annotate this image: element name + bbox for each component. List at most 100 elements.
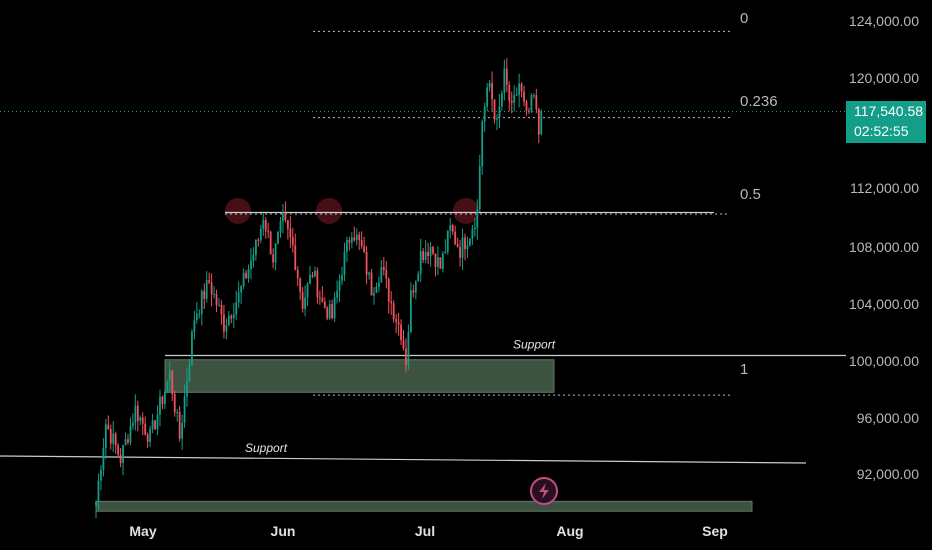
candle-body [122,445,124,464]
candle-body [181,422,183,439]
support-label: Support [245,441,288,455]
candle-body [520,83,523,92]
candle-body [390,301,393,304]
candle-body [510,101,513,103]
candle-body [419,251,422,275]
candle-body [397,321,400,325]
candle-body [299,278,302,292]
candle-body [230,315,233,319]
candle-body [156,414,159,430]
candle-body [200,291,203,314]
candle-body [109,429,112,444]
x-axis-tick-label: Aug [556,523,583,539]
y-axis-tick-label: 120,000.00 [849,70,919,86]
candle-body [437,257,439,267]
candle-body [301,291,304,309]
candle-body [513,94,516,103]
fib-level-label: 0.5 [740,186,761,203]
candle-body [341,275,343,281]
candle-body [318,297,321,299]
candle-body [213,294,215,296]
candle-body [496,118,498,120]
last-price-tag: 117,540.58 02:52:55 [846,101,926,143]
candle-body [173,394,176,413]
candle-body [355,234,358,241]
candle-body [446,230,449,252]
candle-body [424,251,427,261]
candle-body [537,109,540,135]
candle-body [279,220,282,233]
candle-body [264,220,267,232]
candle-body [501,93,503,107]
candle-body [139,417,142,421]
resistance-touch-marker [453,197,479,224]
lightning-icon[interactable] [530,477,558,505]
candle-body [444,251,447,254]
candle-body [478,166,481,210]
candle-body [161,396,164,404]
candle-body [146,434,149,442]
candle-body [333,297,336,319]
candle-body [144,423,147,435]
candle-body [294,245,297,271]
candle-body [382,266,385,271]
candle-body [365,251,368,275]
candle-body [540,111,543,135]
candle-body [163,391,166,404]
candle-body [461,237,464,258]
candle-body [296,270,299,279]
fib-level-label: 1 [740,361,748,378]
support-label: Support [513,338,556,352]
candle-body [132,422,134,426]
candle-body [353,237,356,241]
candle-body [466,245,469,250]
candle-body [259,228,262,241]
candle-body [289,228,292,238]
candle-body [402,340,405,349]
candle-body [311,275,314,277]
candle-body [380,266,383,283]
candle-body [100,470,102,481]
candle-body [336,290,338,298]
candle-body [168,370,171,381]
candle-body [198,313,201,315]
candle-body [257,239,260,241]
candle-body [481,121,484,167]
candle-body [409,290,412,332]
y-axis-tick-label: 104,000.00 [849,296,919,312]
candle-body [176,412,179,414]
candle-body [291,237,294,246]
candle-body [282,212,284,221]
candle-body [227,315,230,326]
candle-body [449,225,452,231]
candle-body [134,405,137,423]
support-zone [164,359,555,393]
candle-body [215,294,218,306]
y-axis-tick-label: 112,000.00 [850,180,919,196]
candle-body [464,237,466,250]
candle-body [326,307,329,319]
candle-body [186,380,188,397]
candle-body [269,231,272,255]
candle-body [127,439,129,443]
candle-body [363,246,366,252]
candle-body [232,314,235,319]
fib-level-label: 0 [740,10,748,27]
candle-body [306,283,309,298]
x-axis-tick-label: Jul [415,523,435,539]
candle-body [358,234,361,241]
candle-body [456,244,459,248]
candle-body [488,83,491,88]
candle-body [405,348,407,366]
x-axis-tick-label: Jun [271,523,296,539]
candle-body [274,243,277,263]
candle-body [245,272,247,279]
candle-body [348,240,351,243]
candle-body [505,68,508,85]
candle-body [286,220,289,229]
candle-body [166,380,169,392]
fib-level-label: 0.236 [740,93,778,110]
y-axis-tick-label: 100,000.00 [849,353,919,369]
